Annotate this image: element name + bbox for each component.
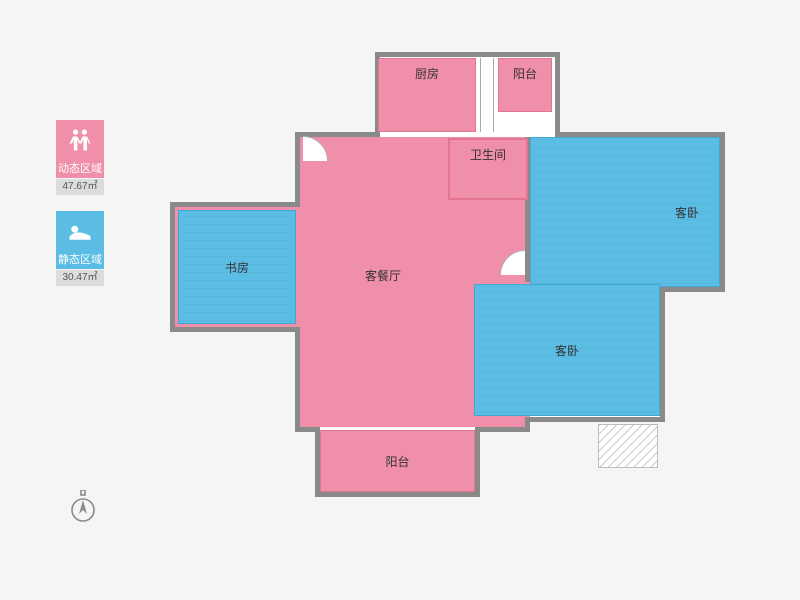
label-bathroom: 卫生间 bbox=[470, 146, 506, 163]
legend-static: 静态区域 30.47㎡ bbox=[56, 211, 110, 286]
legend-static-value: 30.47㎡ bbox=[56, 270, 104, 286]
room-study: 书房 bbox=[178, 210, 296, 324]
hatch-area bbox=[598, 424, 658, 468]
floorplan: 厨房 阳台 卫生间 书房 客卧 客卧 阳台 客餐厅 bbox=[170, 52, 730, 532]
legend-panel: 动态区域 47.67㎡ 静态区域 30.47㎡ bbox=[56, 120, 110, 302]
label-balcony-top: 阳台 bbox=[513, 65, 537, 82]
label-living: 客餐厅 bbox=[365, 267, 401, 284]
label-bedroom-lower: 客卧 bbox=[555, 342, 579, 359]
label-kitchen: 厨房 bbox=[415, 65, 439, 82]
label-balcony-bottom: 阳台 bbox=[385, 453, 409, 470]
sleep-icon bbox=[56, 211, 104, 251]
room-bedroom-right: 客卧 bbox=[530, 137, 720, 287]
legend-dynamic-value: 47.67㎡ bbox=[56, 179, 104, 195]
room-kitchen: 厨房 bbox=[378, 58, 476, 132]
room-balcony-bottom: 阳台 bbox=[320, 430, 475, 492]
compass-icon bbox=[70, 490, 96, 529]
people-icon bbox=[56, 120, 104, 160]
room-bedroom-lower: 客卧 bbox=[474, 284, 660, 416]
room-balcony-top: 阳台 bbox=[498, 58, 552, 112]
room-bathroom: 卫生间 bbox=[448, 138, 528, 200]
legend-dynamic-label: 动态区域 bbox=[56, 160, 104, 178]
label-study: 书房 bbox=[225, 259, 249, 276]
legend-static-label: 静态区域 bbox=[56, 251, 104, 269]
legend-dynamic: 动态区域 47.67㎡ bbox=[56, 120, 110, 195]
label-bedroom-right: 客卧 bbox=[675, 204, 699, 221]
